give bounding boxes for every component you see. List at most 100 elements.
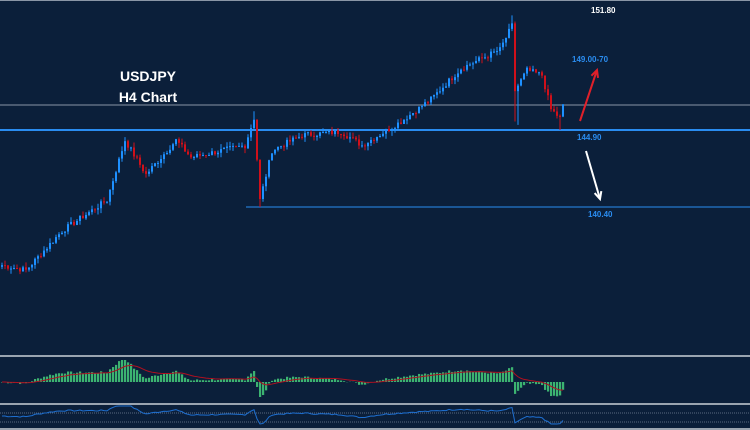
- candle-body: [181, 142, 183, 145]
- histogram-bar: [130, 363, 133, 382]
- candle-body: [289, 139, 291, 142]
- candle-body: [511, 23, 513, 29]
- candle-body: [115, 172, 117, 182]
- histogram-bar: [169, 373, 172, 382]
- candle-body: [295, 137, 297, 139]
- candle-body: [283, 146, 285, 148]
- candle-body: [484, 57, 486, 59]
- candle-body: [247, 137, 249, 149]
- arrow-down-head: [593, 190, 603, 202]
- candle-body: [10, 268, 12, 270]
- histogram-bar: [133, 368, 136, 382]
- candle-body: [400, 122, 402, 124]
- histogram-bar: [181, 374, 184, 382]
- histogram-bar: [70, 371, 73, 382]
- histogram-bar: [544, 382, 547, 390]
- histogram-bar: [418, 373, 421, 382]
- histogram-bar: [289, 377, 292, 382]
- histogram-bar: [157, 375, 160, 382]
- candle-body: [208, 154, 210, 156]
- candle-body: [187, 151, 189, 155]
- candle-body: [202, 155, 204, 157]
- candle-body: [223, 147, 225, 150]
- histogram-bar: [481, 372, 484, 382]
- level-label-144-90: 144.90: [577, 133, 602, 142]
- histogram-bar: [145, 378, 148, 382]
- candle-body: [322, 132, 324, 134]
- candle-body: [364, 145, 366, 147]
- candle-body: [88, 212, 90, 215]
- histogram-bar: [193, 380, 196, 382]
- candle-body: [370, 139, 372, 144]
- candle-body: [109, 189, 111, 202]
- candle-body: [544, 75, 546, 90]
- candle-body: [475, 60, 477, 64]
- histogram-bar: [553, 382, 556, 396]
- histogram-bar: [508, 368, 511, 382]
- candle-body: [463, 69, 465, 71]
- histogram-bar: [547, 382, 550, 392]
- candle-body: [268, 160, 270, 177]
- candle-body: [469, 64, 471, 66]
- histogram-bar: [79, 371, 82, 382]
- candle-body: [226, 146, 228, 148]
- candle-body: [13, 267, 15, 269]
- histogram-bar: [172, 371, 175, 382]
- histogram-bar: [235, 378, 238, 382]
- candle-body: [547, 89, 549, 96]
- candle-body: [112, 181, 114, 190]
- histogram-bar: [76, 372, 79, 382]
- candle-body: [421, 106, 423, 108]
- histogram-bar: [91, 372, 94, 382]
- candle-body: [433, 94, 435, 97]
- histogram-bar: [34, 378, 37, 382]
- arrow-down: [585, 150, 601, 200]
- candle-body: [313, 135, 315, 137]
- candle-body: [538, 72, 540, 74]
- histogram-bar: [112, 367, 115, 382]
- histogram-bar: [469, 371, 472, 382]
- candle-body: [40, 256, 42, 258]
- histogram-bar: [325, 378, 328, 382]
- histogram-bar: [331, 379, 334, 382]
- histogram-bar: [115, 364, 118, 382]
- candle-body: [373, 139, 375, 141]
- histogram-bar: [121, 360, 124, 382]
- candle-body: [451, 78, 453, 81]
- candle-body: [145, 171, 147, 174]
- histogram-bar: [328, 378, 331, 382]
- histogram-bar: [175, 370, 178, 382]
- candle-body: [415, 113, 417, 115]
- histogram-bar: [316, 378, 319, 382]
- histogram-bar: [505, 370, 508, 382]
- candle-body: [505, 37, 507, 43]
- candle-body: [442, 87, 444, 92]
- histogram-bar: [532, 382, 535, 384]
- histogram-bar: [511, 367, 514, 382]
- candle-body: [214, 151, 216, 155]
- candle-body: [103, 201, 105, 203]
- candle-body: [142, 164, 144, 172]
- candle-body: [355, 137, 357, 140]
- histogram-bar: [475, 371, 478, 382]
- candle-body: [154, 163, 156, 167]
- histogram-bar: [436, 372, 439, 382]
- candle-body: [292, 137, 294, 142]
- histogram-bar: [238, 379, 241, 382]
- candle-body: [307, 132, 309, 134]
- candle-body: [55, 237, 57, 243]
- histogram-bar: [421, 374, 424, 382]
- candle-body: [235, 145, 237, 147]
- histogram-bar: [220, 378, 223, 382]
- histogram-bar: [334, 378, 337, 382]
- candle-body: [100, 201, 102, 209]
- candle-body: [64, 231, 66, 233]
- histogram-bar: [364, 382, 367, 385]
- histogram-bar: [124, 360, 127, 382]
- candle-body: [139, 157, 141, 165]
- histogram-bar: [550, 382, 553, 397]
- arrow-up: [579, 69, 598, 122]
- histogram-bar: [277, 378, 280, 382]
- candle-body: [481, 57, 483, 59]
